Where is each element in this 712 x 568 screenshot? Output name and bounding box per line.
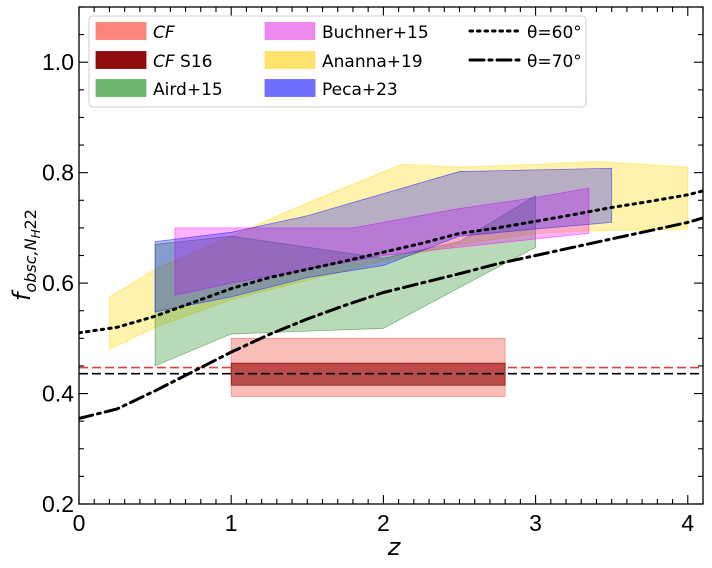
y-axis-label-tail: 22 bbox=[21, 209, 40, 229]
legend-label-cf: CF bbox=[153, 23, 175, 43]
y-tick-label: 0.2 bbox=[42, 491, 74, 517]
y-tick-label: 1.0 bbox=[42, 49, 74, 75]
legend-swatch-peca bbox=[264, 79, 316, 97]
y-tick-label: 0.8 bbox=[42, 160, 74, 186]
legend-swatch-aird bbox=[95, 79, 147, 97]
y-axis-label-sub: obsc,N bbox=[21, 238, 40, 292]
curve-theta70 bbox=[79, 216, 703, 420]
legend-label-cf_s16: CF S16 bbox=[153, 52, 212, 72]
legend-swatch-cf bbox=[95, 22, 147, 40]
legend-label-ananna: Ananna+19 bbox=[322, 52, 423, 72]
curves-layer bbox=[79, 189, 703, 420]
band-aird bbox=[154, 195, 536, 367]
band-peca bbox=[154, 167, 613, 313]
x-tick-label: 1 bbox=[225, 510, 238, 536]
y-axis-label: fobsc,NH22 bbox=[8, 209, 43, 301]
x-axis-label: z bbox=[387, 533, 402, 561]
tick-labels-layer: 0 1 2 3 4 0.2 0.4 0.6 0.8 1.0 bbox=[42, 49, 694, 536]
hlines-layer bbox=[79, 366, 703, 375]
y-tick-label: 0.6 bbox=[42, 270, 74, 296]
curve-theta60 bbox=[79, 189, 703, 335]
legend: CF CF S16 Aird+15 Buchner+15 Ananna+19 Peca+2… bbox=[88, 15, 587, 108]
x-tick-label: 0 bbox=[73, 510, 86, 536]
legend-swatch-ananna bbox=[264, 51, 316, 69]
x-tick-label: 4 bbox=[681, 510, 694, 536]
legend-label-buchner: Buchner+15 bbox=[322, 23, 429, 43]
band-buchner bbox=[174, 187, 590, 296]
legend-label-peca: Peca+23 bbox=[322, 80, 398, 100]
legend-label-aird: Aird+15 bbox=[153, 80, 223, 100]
x-tick-label: 2 bbox=[377, 510, 390, 536]
plot-frame bbox=[78, 6, 704, 505]
bands-layer bbox=[109, 161, 689, 397]
legend-label-theta60: θ=60° bbox=[527, 23, 582, 43]
legend-swatch-cf_s16 bbox=[95, 51, 147, 69]
y-axis-label-subsub: H bbox=[29, 229, 43, 238]
legend-box bbox=[88, 15, 587, 108]
y-tick-label: 0.4 bbox=[42, 381, 74, 407]
band-ananna bbox=[109, 161, 689, 351]
x-tick-label: 3 bbox=[529, 510, 542, 536]
legend-label-theta70: θ=70° bbox=[527, 52, 582, 72]
legend-swatch-buchner bbox=[264, 22, 316, 40]
